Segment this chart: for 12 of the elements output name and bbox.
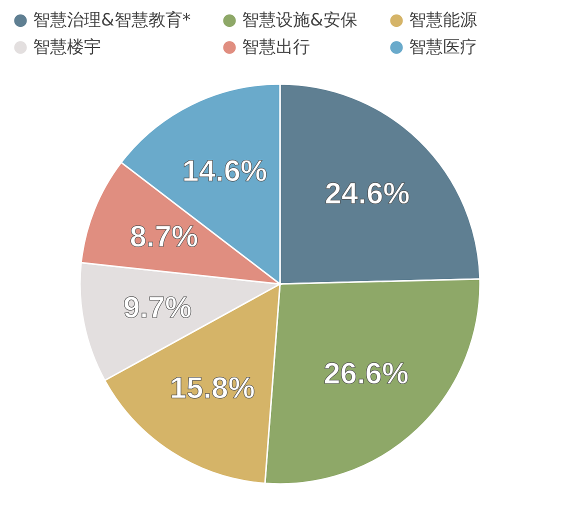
legend-label: 智慧设施&安保 — [242, 10, 358, 31]
legend-label: 智慧楼宇 — [33, 38, 101, 58]
legend-label: 智慧治理&智慧教育* — [33, 10, 191, 31]
legend-label: 智慧能源 — [409, 10, 477, 31]
data-label: 15.8% — [170, 372, 255, 406]
data-label: 24.6% — [324, 178, 410, 211]
legend-label: 智慧出行 — [242, 38, 310, 58]
data-label: 9.7% — [123, 292, 192, 325]
legend-label: 智慧医疗 — [409, 38, 477, 58]
data-label: 26.6% — [324, 358, 409, 391]
data-label: 8.7% — [130, 220, 198, 254]
data-label: 14.6% — [182, 154, 268, 188]
